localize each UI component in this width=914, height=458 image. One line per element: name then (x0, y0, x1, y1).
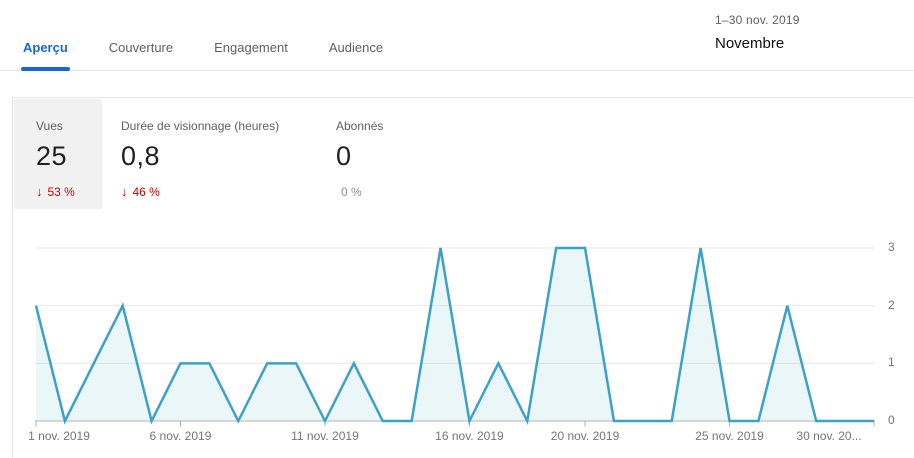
tab-apercu[interactable]: Aperçu (21, 40, 70, 71)
stat-delta-value: 46 % (132, 185, 160, 199)
x-axis-label: 6 nov. 2019 (149, 429, 212, 443)
y-axis-label: 2 (888, 297, 895, 312)
y-axis-label: 3 (888, 240, 895, 254)
stat-card-abonnes[interactable]: Abonnés 0 0 % (336, 119, 383, 199)
tab-engagement[interactable]: Engagement (214, 40, 288, 55)
stat-label: Vues (36, 119, 63, 133)
stat-value: 0 (336, 141, 352, 171)
period-selector[interactable]: Novembre (715, 35, 785, 52)
x-axis-label: 20 nov. 2019 (550, 429, 620, 443)
arrow-down-icon: ↓ (36, 184, 43, 199)
tab-couverture[interactable]: Couverture (108, 40, 174, 55)
stat-value: 25 (36, 141, 68, 171)
x-axis-label: 1 nov. 2019 (28, 429, 90, 443)
arrow-down-icon: ↓ (121, 184, 128, 199)
selected-stat-highlight (14, 99, 102, 209)
stat-label: Abonnés (336, 119, 384, 133)
stat-card-duree-visionnage[interactable]: Durée de visionnage (heures) 0,8 ↓ 46 % (121, 119, 279, 199)
tab-audience[interactable]: Audience (328, 40, 384, 55)
x-axis-label: 16 nov. 2019 (435, 429, 504, 443)
x-axis-label: 25 nov. 2019 (695, 429, 764, 443)
stat-card-vues[interactable]: Vues 25 ↓ 53 % (36, 119, 75, 199)
analytics-tab-bar: Aperçu Couverture Engagement Audience (0, 0, 914, 71)
date-filter: 1–30 nov. 2019 Novembre (715, 13, 800, 52)
y-axis-label: 0 (888, 413, 895, 427)
stat-delta-value: 0 % (341, 185, 362, 199)
stat-delta-value: 53 % (47, 185, 75, 199)
stat-delta: ↓ 46 % (121, 184, 279, 199)
stat-delta: ↓ 53 % (36, 184, 75, 199)
y-axis-label: 1 (888, 355, 895, 370)
stat-value: 0,8 (121, 141, 161, 171)
stat-label: Durée de visionnage (heures) (121, 119, 280, 133)
stat-delta: 0 % (336, 184, 383, 199)
x-axis-label: 11 nov. 2019 (291, 429, 359, 443)
x-axis-label: 30 nov. 20... (796, 429, 862, 443)
date-range-label: 1–30 nov. 2019 (715, 13, 800, 27)
